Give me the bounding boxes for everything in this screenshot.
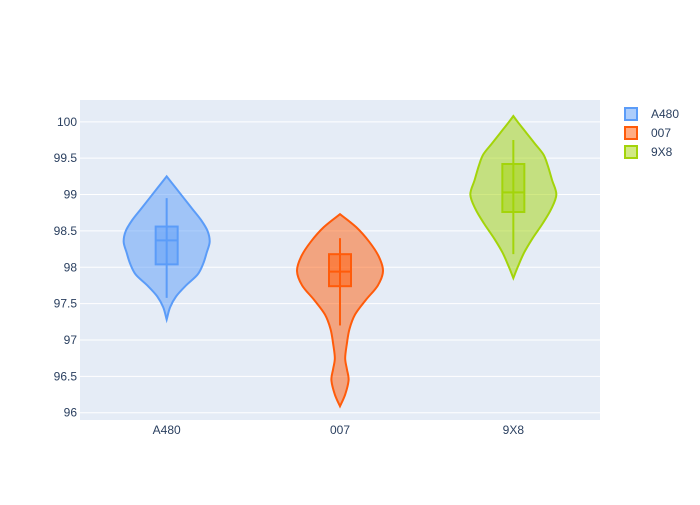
x-tick-label: 007 <box>330 423 350 437</box>
legend-label: A480 <box>651 107 679 121</box>
x-tick-label: A480 <box>153 423 181 437</box>
violin-box <box>501 163 526 213</box>
legend-item-9x8[interactable]: 9X8 <box>624 145 673 159</box>
y-tick-label: 97 <box>64 333 78 347</box>
y-tick-label: 97.5 <box>54 297 78 311</box>
legend: A480 007 9X8 <box>624 107 679 159</box>
legend-swatch <box>624 145 638 159</box>
violin-box <box>154 225 179 266</box>
violins <box>122 114 558 409</box>
legend-label: 007 <box>651 126 671 140</box>
violin-box <box>328 253 352 288</box>
x-tick-label: 9X8 <box>503 423 525 437</box>
y-tick-label: 98 <box>64 260 78 274</box>
legend-item-a480[interactable]: A480 <box>624 107 679 121</box>
legend-swatch <box>624 107 638 121</box>
y-tick-label: 98.5 <box>54 224 78 238</box>
legend-swatch <box>624 126 638 140</box>
violin-9x8[interactable] <box>469 114 558 281</box>
y-tick-labels: 96 96.5 97 97.5 98 98.5 99 99.5 100 <box>54 115 78 420</box>
y-tick-label: 99 <box>64 188 78 202</box>
y-tick-label: 100 <box>57 115 77 129</box>
x-tick-labels: A480 007 9X8 <box>153 423 525 437</box>
violin-a480[interactable] <box>122 174 211 324</box>
y-tick-label: 96 <box>64 406 78 420</box>
legend-label: 9X8 <box>651 145 673 159</box>
violin-007[interactable] <box>295 212 385 409</box>
legend-item-007[interactable]: 007 <box>624 126 671 140</box>
y-tick-label: 96.5 <box>54 369 78 383</box>
y-tick-label: 99.5 <box>54 151 78 165</box>
